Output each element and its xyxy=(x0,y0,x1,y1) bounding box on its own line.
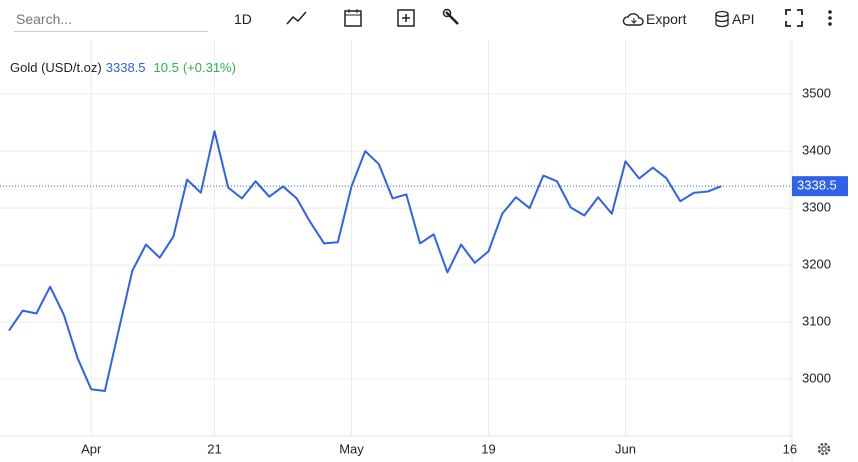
settings-icon[interactable] xyxy=(817,442,831,456)
y-tick-label: 3100 xyxy=(802,313,831,328)
y-tick-label: 3300 xyxy=(802,200,831,215)
menu-icon[interactable] xyxy=(826,8,834,28)
line-type-icon[interactable] xyxy=(286,8,308,28)
x-tick-label: Jun xyxy=(615,441,636,456)
x-tick-label: Apr xyxy=(81,441,102,456)
export-label: Export xyxy=(646,11,687,27)
price-line xyxy=(8,130,722,392)
export-button[interactable]: Export xyxy=(622,0,686,38)
interval-button[interactable]: 1D xyxy=(234,11,252,27)
cloud-icon xyxy=(622,13,644,26)
search-input[interactable] xyxy=(14,6,208,32)
x-tick-label: 21 xyxy=(207,441,221,456)
x-tick-label: May xyxy=(339,441,364,456)
last-value: 3338.5 xyxy=(106,60,146,75)
y-tick-label: 3400 xyxy=(802,143,831,158)
y-tick-label: 3000 xyxy=(802,370,831,385)
api-button[interactable]: API xyxy=(714,0,755,38)
add-indicator-icon[interactable] xyxy=(396,8,416,28)
y-tick-label: 3500 xyxy=(802,86,831,101)
db-icon xyxy=(715,10,729,28)
tools-icon[interactable] xyxy=(442,8,462,28)
last-value-badge xyxy=(792,176,848,197)
last-value-label: 3338.5 xyxy=(797,178,837,193)
y-tick-label: 3200 xyxy=(802,257,831,272)
api-label: API xyxy=(732,11,755,27)
change-percent: (+0.31%) xyxy=(183,60,236,75)
fullscreen-icon[interactable] xyxy=(784,8,804,28)
calendar-icon[interactable] xyxy=(343,8,363,28)
title: Gold (USD/t.oz) xyxy=(10,60,102,75)
change: 10.5 xyxy=(154,60,179,75)
search-box[interactable] xyxy=(14,0,208,38)
x-tick-label: 16 xyxy=(783,441,797,456)
x-tick-label: 19 xyxy=(481,441,495,456)
chart-title: Gold (USD/t.oz) 3338.5 10.5 (+0.31%) xyxy=(10,60,236,75)
